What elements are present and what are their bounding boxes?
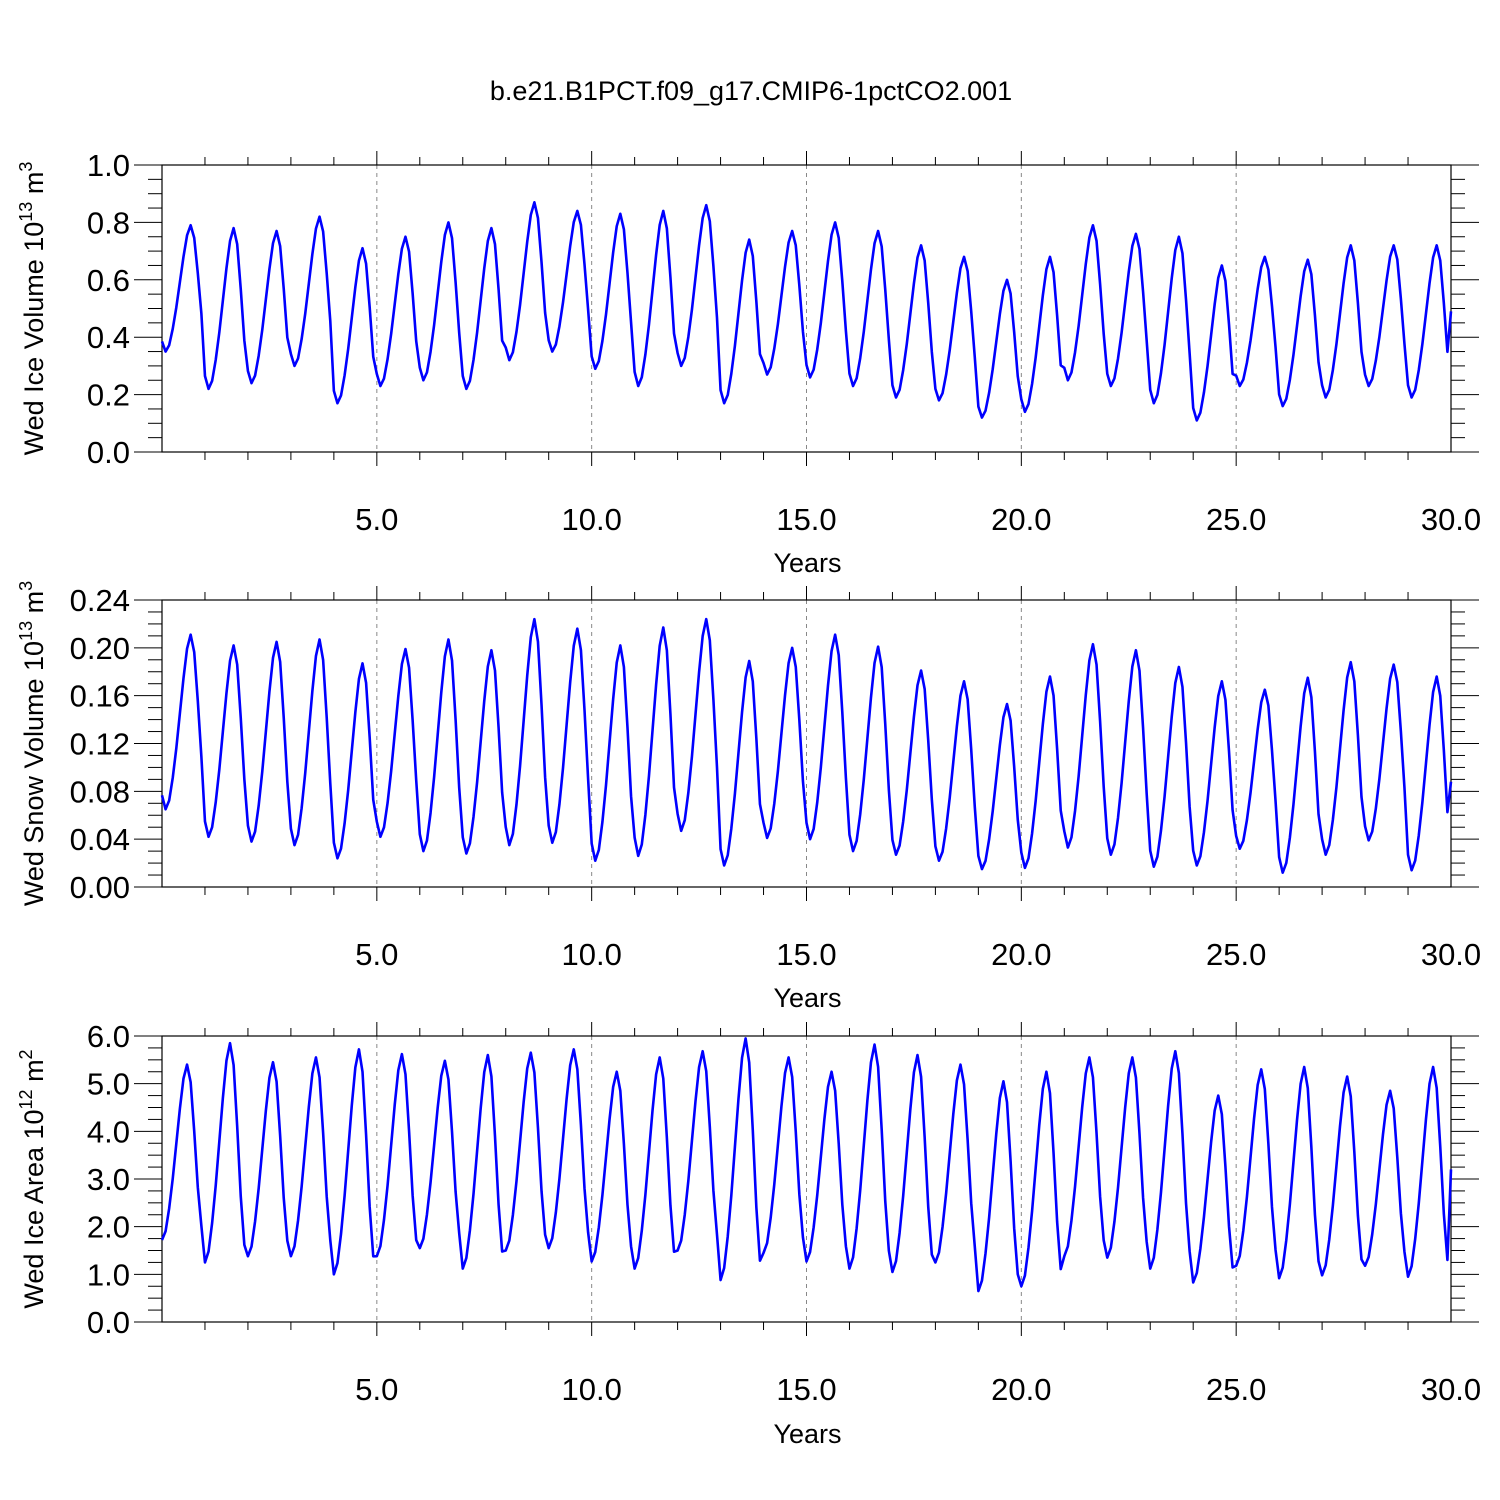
y-tick-label: 0.0 [87, 435, 130, 470]
y-tick-label: 6.0 [87, 1019, 130, 1054]
x-tick-label: 20.0 [991, 1372, 1051, 1407]
x-tick-label: 10.0 [561, 937, 621, 972]
x-tick-label: 5.0 [355, 502, 398, 537]
y-tick-label: 1.0 [87, 1257, 130, 1292]
series-line [160, 201, 1453, 422]
panels: 0.0 0.2 0.4 0.6 0.8 1.0 5.0 10.0 15.0 20.0 25.0 30.… [16, 148, 1481, 1449]
x-axis-title: Years [773, 548, 841, 578]
x-tick-label: 25.0 [1206, 1372, 1266, 1407]
y-tick-label: 0.8 [87, 205, 130, 240]
x-tick-label: 15.0 [776, 1372, 836, 1407]
x-tick-label: 25.0 [1206, 937, 1266, 972]
x-tick-label: 20.0 [991, 937, 1051, 972]
x-tick-label: 30.0 [1421, 937, 1481, 972]
y-tick-label: 0.16 [70, 679, 130, 714]
y-tick-label: 3.0 [87, 1162, 130, 1197]
x-tick-label: 30.0 [1421, 1372, 1481, 1407]
series-line [160, 617, 1453, 874]
y-axis-title: Wed Snow Volume 1013 m3 [16, 581, 49, 906]
y-tick-label: 0.4 [87, 320, 130, 355]
y-tick-label: 0.12 [70, 727, 130, 762]
x-tick-label: 30.0 [1421, 502, 1481, 537]
y-tick-label: 0.04 [70, 822, 130, 857]
y-tick-label: 0.6 [87, 263, 130, 298]
y-tick-label: 0.00 [70, 870, 130, 905]
x-tick-label: 10.0 [561, 1372, 621, 1407]
figure-title: b.e21.B1PCT.f09_g17.CMIP6-1pctCO2.001 [490, 76, 1012, 106]
y-tick-label: 0.2 [87, 378, 130, 413]
x-tick-label: 15.0 [776, 937, 836, 972]
x-tick-label: 20.0 [991, 502, 1051, 537]
x-axis-title: Years [773, 983, 841, 1013]
y-tick-label: 0.24 [70, 583, 130, 618]
y-tick-label: 0.08 [70, 774, 130, 809]
y-tick-label: 5.0 [87, 1067, 130, 1102]
y-tick-label: 0.20 [70, 631, 130, 666]
y-axis-title: Wed Ice Area 1012 m2 [16, 1049, 49, 1308]
panel-2: 0.00 0.04 0.08 0.12 0.16 0.20 0.24 5.0 10.0 15.0 2… [16, 581, 1481, 1013]
y-tick-label: 1.0 [87, 148, 130, 183]
x-tick-label: 25.0 [1206, 502, 1266, 537]
x-tick-label: 15.0 [776, 502, 836, 537]
plot-frame [161, 599, 1452, 888]
y-tick-label: 0.0 [87, 1305, 130, 1340]
y-axis-title: Wed Ice Volume 1013 m3 [16, 162, 49, 456]
panel-3: 0.0 1.0 2.0 3.0 4.0 5.0 6.0 5.0 10.0 15.0 20.0 25.0… [16, 1019, 1481, 1449]
x-tick-label: 5.0 [355, 937, 398, 972]
series-line [160, 1037, 1453, 1293]
plot-frame [161, 164, 1452, 453]
x-tick-label: 10.0 [561, 502, 621, 537]
x-tick-label: 5.0 [355, 1372, 398, 1407]
y-tick-label: 4.0 [87, 1114, 130, 1149]
panel-1: 0.0 0.2 0.4 0.6 0.8 1.0 5.0 10.0 15.0 20.0 25.0 30.… [16, 148, 1481, 578]
y-tick-label: 2.0 [87, 1210, 130, 1245]
x-axis-title: Years [773, 1419, 841, 1449]
